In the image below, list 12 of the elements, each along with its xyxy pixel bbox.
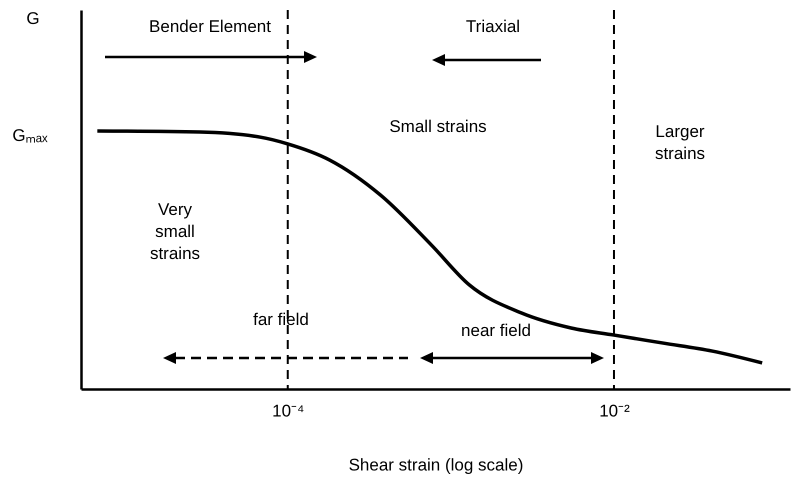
annotation: Larger strains bbox=[654, 121, 706, 165]
annotation: near field bbox=[460, 320, 532, 342]
text: Gₘₐₓ bbox=[11, 125, 49, 147]
annotation: Small strains bbox=[388, 116, 488, 138]
annotation: Very small strains bbox=[148, 199, 202, 265]
x-tick-label: 10⁻⁴ bbox=[272, 402, 304, 420]
text: G bbox=[25, 8, 41, 30]
annotation: far field bbox=[252, 309, 310, 331]
x-axis-title: Shear strain (log scale) bbox=[348, 456, 524, 474]
text: Bender Element bbox=[148, 16, 272, 38]
text: Triaxial bbox=[464, 16, 522, 38]
x-tick-label: 10⁻² bbox=[599, 402, 630, 420]
